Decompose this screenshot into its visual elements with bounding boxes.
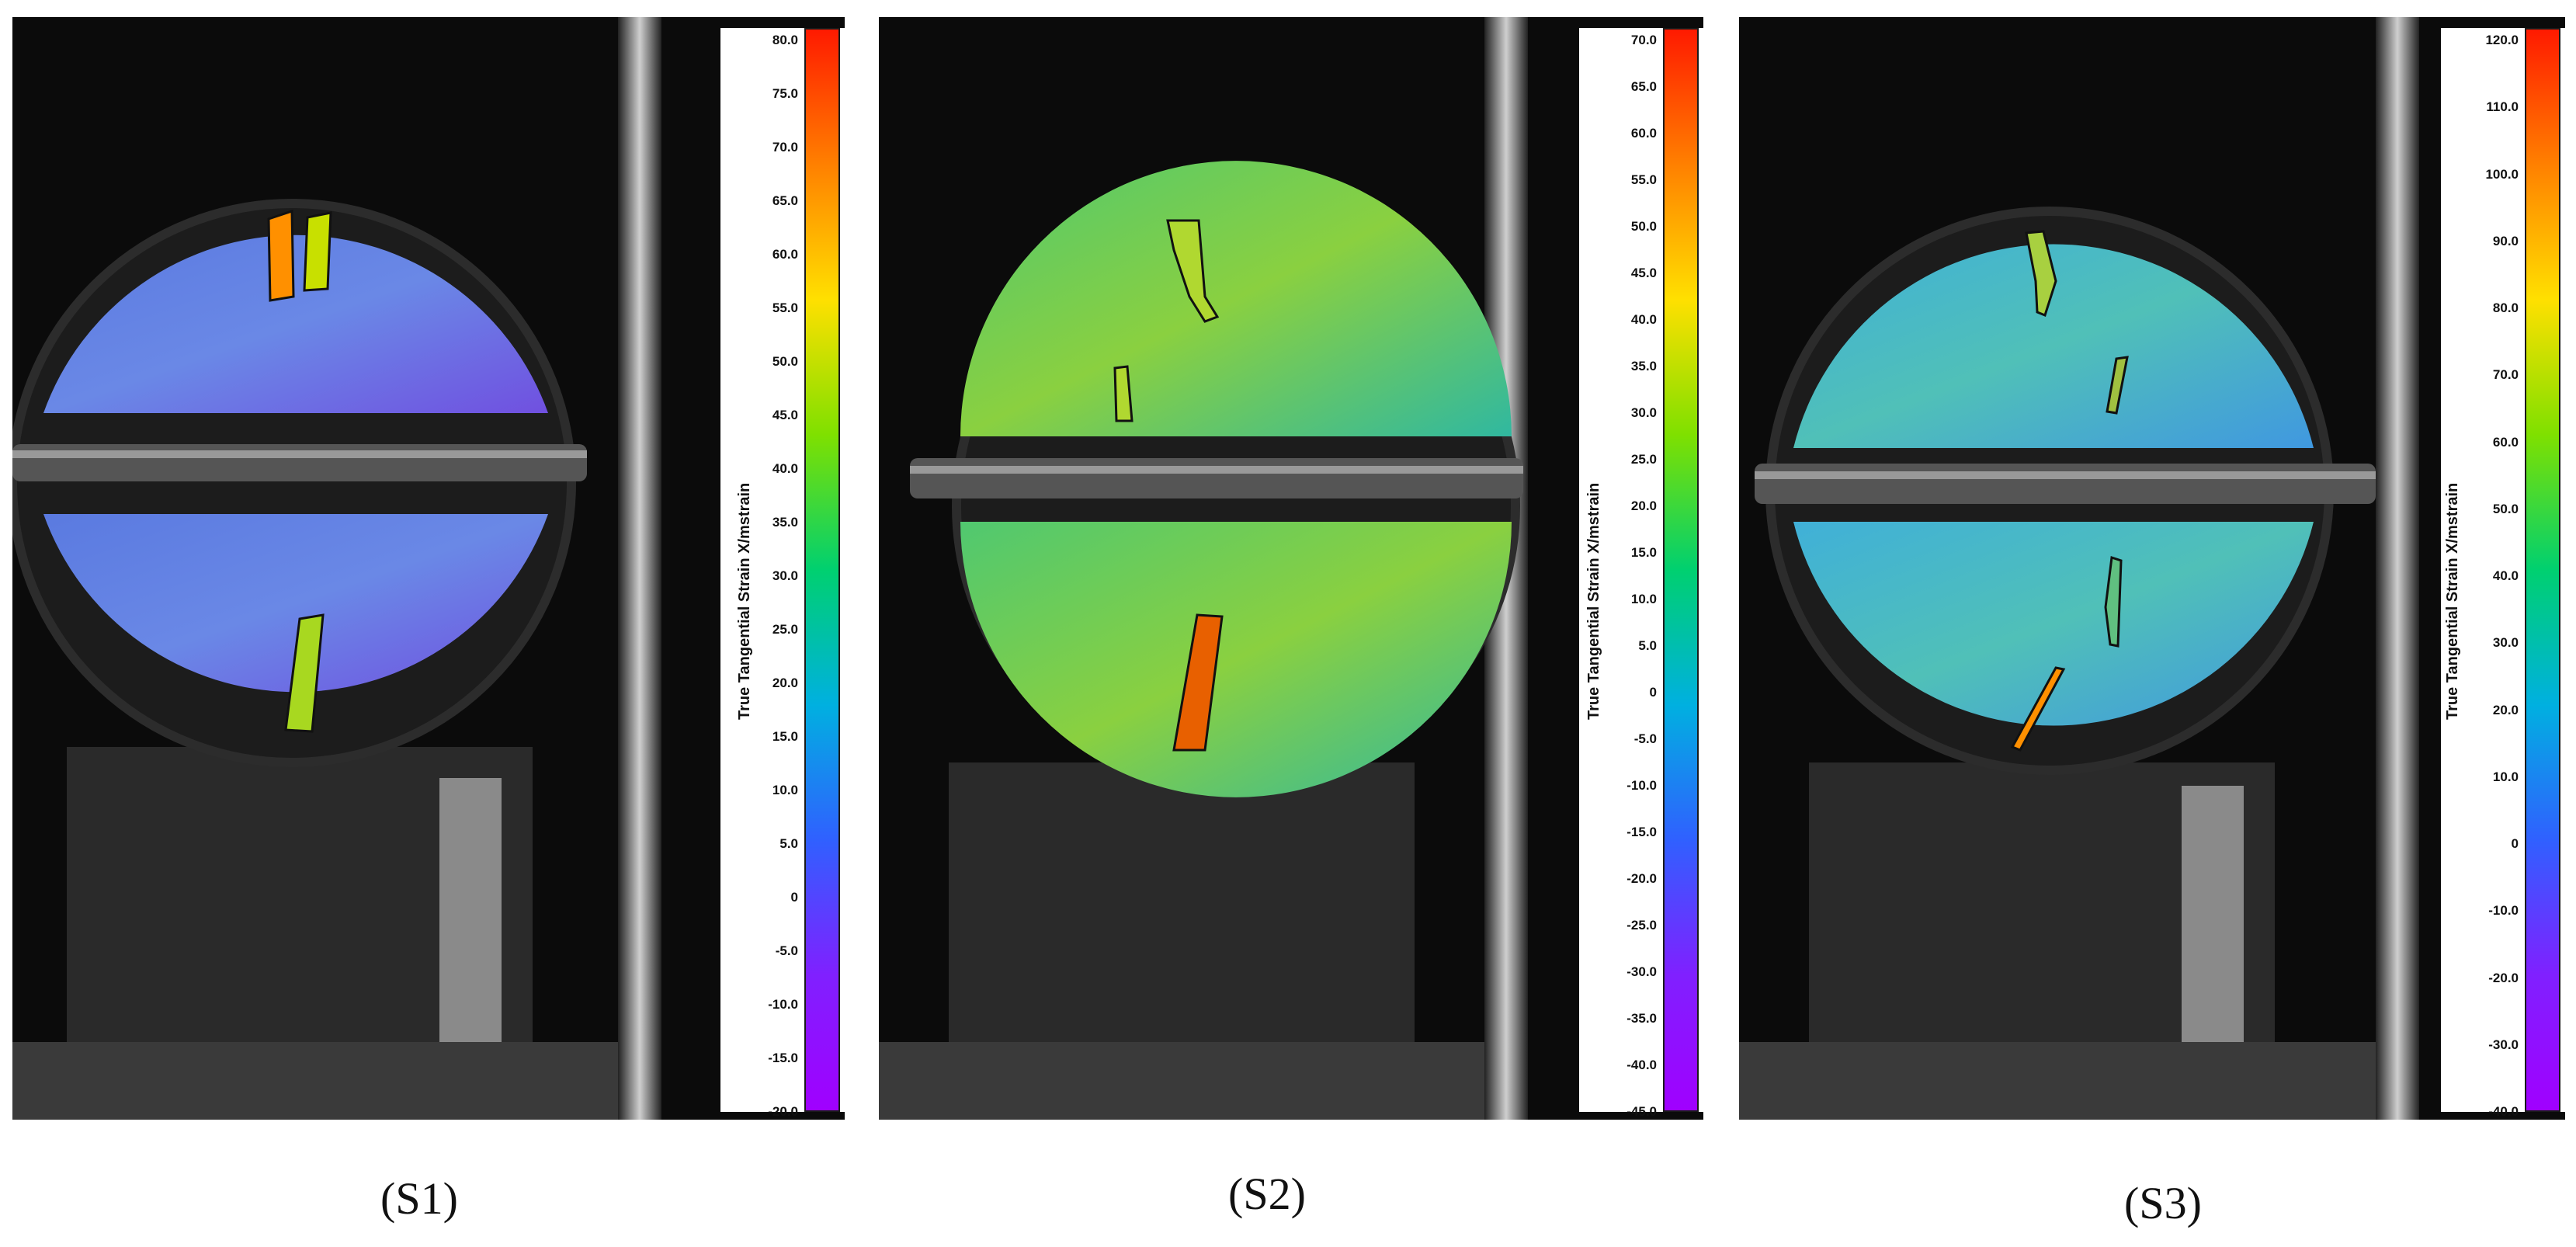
colorbar-tick-label: 5.0 xyxy=(779,836,798,851)
caption-s1: (S1) xyxy=(380,1173,458,1224)
colorbar-tick-label: 45.0 xyxy=(772,408,798,422)
panel-s2: True Tangential Strain X/mstrain 70.0 65.… xyxy=(879,17,1703,1120)
colorbar-tick-label: 30.0 xyxy=(2492,635,2519,651)
panel-s1: True Tangential Strain X/mstrain 80.0 75.… xyxy=(12,17,845,1120)
loading-rod xyxy=(910,458,1523,498)
colorbar-tick-label: 60.0 xyxy=(2492,434,2519,450)
colorbar-tick-label: 75.0 xyxy=(772,86,798,101)
colorbar-tick-label: 0 xyxy=(790,890,798,905)
colorbar-tick-label: 60.0 xyxy=(1630,126,1657,141)
colorbar-tick-label: 40.0 xyxy=(2492,568,2519,583)
colorbar-tick-label: 5.0 xyxy=(1638,638,1657,653)
colorbar-tick-label: -10.0 xyxy=(2488,903,2519,919)
colorbar-tick-label: -5.0 xyxy=(775,943,798,958)
colorbar-tick-label: -35.0 xyxy=(1626,1011,1657,1026)
colorbar-tick-label: 20.0 xyxy=(2492,702,2519,717)
colorbar-tick-label: 120.0 xyxy=(2485,33,2519,47)
steel-column xyxy=(618,17,661,1120)
colorbar-tick-label: 65.0 xyxy=(1630,79,1657,94)
colorbar-tick-label: 110.0 xyxy=(2486,99,2519,115)
colorbar-s2 xyxy=(1663,28,1699,1112)
colorbar-tick-label: 50.0 xyxy=(2492,501,2519,516)
colorbar-tick-label: 0 xyxy=(1649,685,1657,700)
colorbar-tick-label: 55.0 xyxy=(772,300,798,315)
colorbar-tick-label: -40.0 xyxy=(2488,1104,2519,1119)
axis-title-s3: True Tangential Strain X/mstrain xyxy=(2444,482,2461,720)
loading-rod xyxy=(12,444,587,481)
colorbar-tick-label: 70.0 xyxy=(2492,367,2519,383)
colorbar-tick-label: -30.0 xyxy=(2488,1037,2519,1052)
colorbar-tick-label: -30.0 xyxy=(1626,964,1657,979)
colorbar-tick-label: 70.0 xyxy=(772,140,798,155)
colorbar-tick-label: 30.0 xyxy=(772,568,798,583)
loading-rod xyxy=(1755,464,2376,504)
colorbar-tick-label: -40.0 xyxy=(1626,1058,1657,1072)
colorbar-tick-label: 0 xyxy=(2511,836,2519,851)
colorbar-tick-label: 40.0 xyxy=(1630,312,1657,327)
colorbar-tick-label: 80.0 xyxy=(2492,300,2519,315)
colorbar-tick-label: 50.0 xyxy=(1630,219,1657,234)
colorbar-tick-label: 30.0 xyxy=(1630,405,1657,420)
steel-column xyxy=(2376,17,2419,1120)
colorbar-tick-label: 10.0 xyxy=(2492,769,2519,784)
strain-field-upper xyxy=(1793,244,2314,448)
colorbar-tick-label: 25.0 xyxy=(1630,452,1657,467)
colorbar-tick-label: 45.0 xyxy=(1630,266,1657,280)
specimen-photo-s3 xyxy=(1739,17,2565,1120)
colorbar-tick-label: 35.0 xyxy=(772,515,798,530)
colorbar-tick-label: 90.0 xyxy=(2492,233,2519,248)
colorbar-s1 xyxy=(804,28,840,1112)
colorbar-tick-label: -15.0 xyxy=(1626,825,1657,839)
colorbar-tick-label: 35.0 xyxy=(1630,359,1657,373)
colorbar-tick-label: 50.0 xyxy=(772,354,798,369)
strain-field-upper xyxy=(43,234,548,413)
colorbar-tick-label: -15.0 xyxy=(768,1051,798,1065)
caption-s3: (S3) xyxy=(2124,1178,2202,1228)
colorbar-tick-label: 15.0 xyxy=(772,729,798,744)
caption-s2: (S2) xyxy=(1228,1169,1306,1219)
colorbar-tick-label: -25.0 xyxy=(1626,918,1657,933)
colorbar-tick-label: -20.0 xyxy=(768,1104,798,1119)
colorbar-tick-label: 70.0 xyxy=(1630,33,1657,47)
colorbar-tick-label: 100.0 xyxy=(2485,166,2519,182)
colorbar-tick-label: -5.0 xyxy=(1633,731,1657,746)
colorbar-tick-label: 15.0 xyxy=(1630,545,1657,560)
colorbar-tick-label: -10.0 xyxy=(768,997,798,1012)
strain-field-lower xyxy=(43,514,548,693)
colorbar-tick-label: 10.0 xyxy=(772,783,798,797)
colorbar-tick-label: 10.0 xyxy=(1630,592,1657,606)
specimen-photo-s2 xyxy=(879,17,1703,1120)
colorbar-tick-label: 55.0 xyxy=(1630,172,1657,187)
colorbar-tick-label: 25.0 xyxy=(772,622,798,637)
colorbar-tick-label: -20.0 xyxy=(1626,871,1657,886)
strain-field-upper xyxy=(960,161,1512,436)
colorbar-tick-label: -20.0 xyxy=(2488,970,2519,985)
colorbar-tick-label: 40.0 xyxy=(772,461,798,476)
strain-field-lower xyxy=(960,522,1512,797)
colorbar-tick-label: -10.0 xyxy=(1626,778,1657,793)
colorbar-tick-label: 65.0 xyxy=(772,193,798,208)
colorbar-s3 xyxy=(2525,28,2560,1112)
specimen-photo-s1 xyxy=(12,17,845,1120)
colorbar-tick-label: 60.0 xyxy=(772,247,798,262)
colorbar-tick-label: 20.0 xyxy=(1630,498,1657,513)
colorbar-tick-label: 20.0 xyxy=(772,676,798,690)
strain-field-lower xyxy=(1793,522,2314,726)
colorbar-tick-label: 80.0 xyxy=(772,33,798,47)
colorbar-tick-label: -45.0 xyxy=(1626,1104,1657,1119)
panel-s3: True Tangential Strain X/mstrain 120.0 11… xyxy=(1739,17,2565,1120)
